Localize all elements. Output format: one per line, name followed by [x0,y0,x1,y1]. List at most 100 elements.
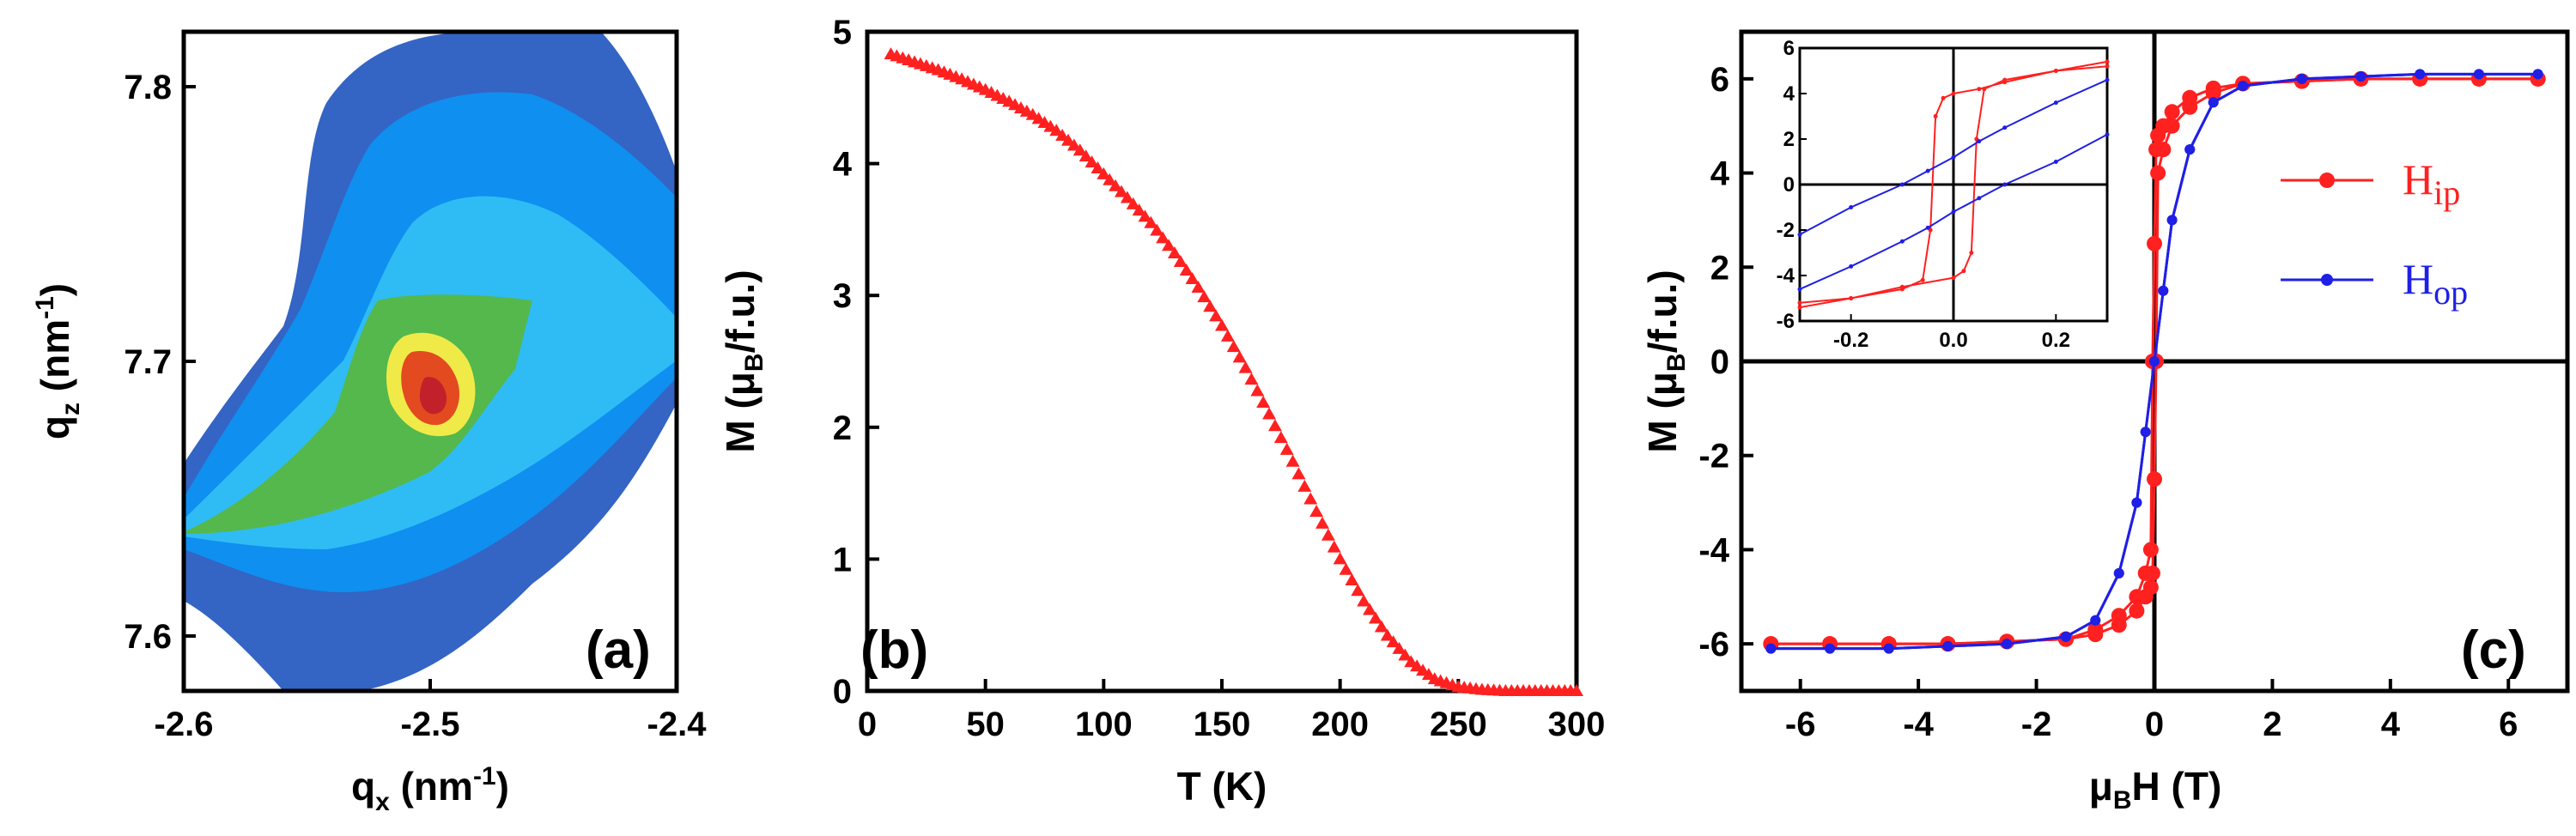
panel-b-point [1162,239,1176,251]
panel-b-point [1327,540,1341,553]
panel-c-series-op-point [2149,356,2160,367]
panel-c-series-op-point [2532,69,2543,80]
panel-c: -6 -4 -2 0 2 4 6 -6 -4 -2 0 2 4 6 μBH (T) M (μB/f.u.)… [1640,29,2570,815]
panel-b-point [1386,635,1400,648]
panel-c-series-ip-point [2148,142,2165,158]
inset-ip-upper-point [1977,87,1982,92]
legend-ip-marker [2319,173,2335,188]
panel-c-inset: -0.2 0.0 0.2 -6 -4 -2 0 2 4 6 [1777,37,2110,352]
panel-b-point [1333,552,1347,565]
panel-b-point [1309,505,1324,518]
panel-c-xtick-label: 0 [2145,706,2164,743]
panel-c-legend: Hip Hop [2281,155,2468,312]
panel-b-xtick-label: 150 [1194,706,1251,743]
panel-b-point [1380,628,1394,641]
panel-b-ytick-label: 5 [833,14,852,51]
panel-a-ytick-label: 7.6 [124,618,172,656]
panel-b-point [1291,467,1306,480]
panel-b-points [884,47,1583,696]
panel-b-point [1209,309,1224,322]
inset-xtick-label: 0.2 [2042,329,2070,352]
panel-b-point [1339,562,1353,575]
panel-b-point [1061,133,1076,146]
panel-b-point [1138,209,1152,222]
inset-ytick-label: 0 [1783,173,1795,197]
panel-c-series-op-point [2158,285,2169,296]
panel-c-series-ip-point [2137,589,2154,605]
panel-b-point [1109,179,1123,191]
panel-c-series-op-point [2090,615,2101,626]
panel-c-series-op-point [2060,631,2071,642]
panel-b-point [1185,272,1200,284]
panel-b-point [1220,329,1235,342]
inset-ip-upper-point [1941,95,1946,100]
inset-xtick-label: 0.0 [1939,329,1967,352]
panel-b-point [1238,360,1253,373]
panel-c-series-op-point [1765,643,1777,654]
panel-c-xlabel: μBH (T) [2089,764,2222,815]
panel-c-series-ip-point [2144,565,2160,581]
panel-a-ytick-label: 7.8 [124,69,172,106]
inset-ip-lower-point [1951,276,1956,281]
panel-c-series-op-point [2184,144,2196,155]
panel-b-point [1351,584,1365,597]
panel-a-xtick-label: -2.6 [155,706,214,743]
panel-b-point [1066,138,1081,151]
inset-ip-lower-point [1969,251,1974,255]
inset-ip-lower-point [1797,305,1802,310]
inset-ytick-label: 4 [1783,82,1795,106]
panel-c-xtick-label: 4 [2381,706,2401,743]
panel-b-xtick-label: 100 [1075,706,1133,743]
inset-ip-upper-point [1933,114,1938,118]
inset-ip-upper-point [1797,300,1802,306]
inset-op-lower-point [1925,225,1930,230]
panel-b-point [1084,155,1099,168]
panel-b-xtick-label: 250 [1430,706,1487,743]
panel-c-series-op-point [2113,567,2124,579]
panel-b-point [1232,350,1247,363]
panel-b-point [1055,128,1070,141]
panel-c-label: (c) [2461,621,2526,680]
panel-b-point [1072,143,1087,156]
panel-c-ytick-label: 6 [1710,61,1729,99]
panel-c-series-ip-point [2182,89,2198,106]
panel-b-point [1150,223,1164,236]
panel-b-point [1256,396,1271,408]
panel-b-point [1368,611,1382,624]
panel-c-xtick-label: 6 [2499,706,2518,743]
panel-b-point [1398,648,1413,661]
inset-ytick-label: -6 [1777,310,1795,333]
inset-op-lower-point [1849,264,1854,269]
panel-c-ytick-label: 0 [1710,343,1729,381]
panel-b-point [1392,641,1406,654]
inset-op-upper-point [1899,182,1905,187]
panel-c-xtick-label: -6 [1785,706,1816,743]
panel-c-series-ip-point [2142,542,2159,558]
panel-b-xlabel: T (K) [1177,764,1267,809]
inset-op-upper-point [1849,205,1854,209]
panel-c-ylabel: M (μB/f.u.) [1640,270,1691,452]
inset-op-upper-point [1951,154,1956,160]
panel-a-ytick-label: 7.7 [124,343,172,381]
legend-op-marker [2321,274,2333,286]
panel-b-point [1049,124,1064,136]
panel-c-series-op-point [1883,643,1894,654]
panel-a-xlabel: qx (nm-1) [351,762,509,816]
inset-op-upper-point [2002,125,2008,130]
inset-op-lower-point [1899,239,1905,244]
panel-c-series-op-point [2415,69,2426,80]
panel-b-point [1244,373,1259,385]
inset-op-upper-point [2053,100,2058,106]
panel-b-point [1315,516,1330,529]
panel-c-xtick-label: -2 [2021,706,2052,743]
panel-a-ticks: -2.6 -2.5 -2.4 7.6 7.7 7.8 [124,69,707,743]
panel-b-ticks: 0 50 100 150 200 250 300 0 1 2 3 4 5 [833,14,1606,743]
panel-b-point [1345,572,1359,585]
panel-c-series-ip-point [2129,603,2145,619]
inset-op-lower-point [2053,160,2058,164]
legend-ip-label: Hip [2403,155,2460,212]
inset-ip-lower-point [1849,296,1854,300]
inset-ip-lower-point [2105,64,2110,69]
panel-b-point [1226,340,1241,353]
panel-c-ticks: -6 -4 -2 0 2 4 6 -6 -4 -2 0 2 4 6 [1698,61,2518,743]
